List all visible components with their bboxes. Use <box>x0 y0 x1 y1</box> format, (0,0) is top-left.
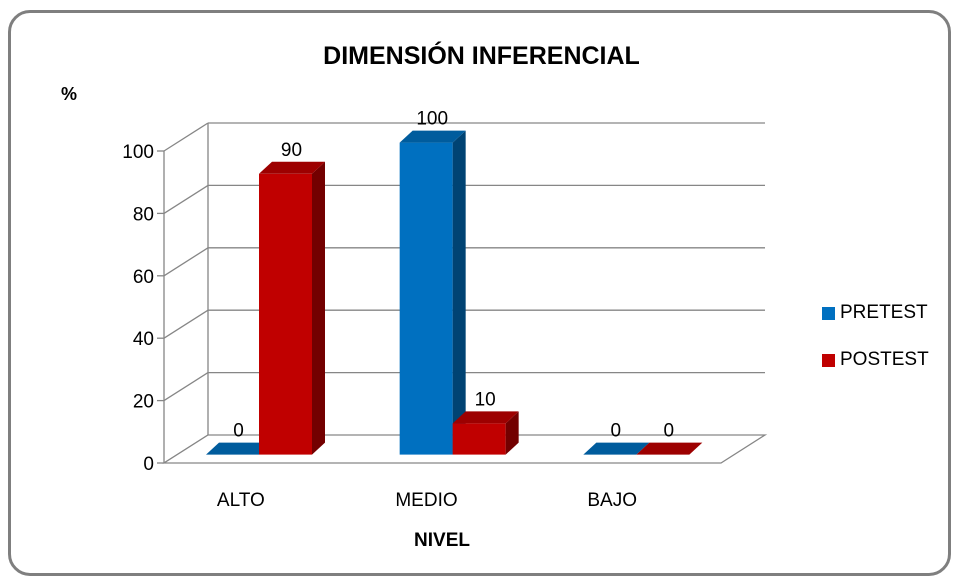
y-tick-label-20: 20 <box>133 392 154 413</box>
y-tick-label-0: 0 <box>143 454 154 475</box>
y-tick-label-100: 100 <box>122 142 154 163</box>
y-axis-label: % <box>61 84 78 104</box>
bar-top-postest-medio <box>452 411 519 424</box>
bar-top-pretest-alto <box>206 442 272 455</box>
side-gridline-40 <box>163 309 209 339</box>
legend-swatch-postest <box>822 353 835 367</box>
legend: PRETEST POSTEST <box>822 298 929 392</box>
data-label-postest-bajo: 0 <box>664 421 675 442</box>
legend-item-postest: POSTEST <box>822 345 929 375</box>
bar-side-pretest-medio <box>452 130 466 455</box>
bar-top-pretest-medio <box>399 130 466 143</box>
legend-label-postest: POSTEST <box>840 349 929 370</box>
bar-side-postest-medio <box>505 411 519 455</box>
bar-front-postest-medio <box>452 423 506 455</box>
data-label-postest-alto: 90 <box>281 140 302 161</box>
bar-front-postest-alto <box>259 173 312 455</box>
legend-swatch-pretest <box>822 306 835 320</box>
data-label-pretest-bajo: 0 <box>611 421 622 442</box>
data-label-pretest-medio: 100 <box>416 109 448 130</box>
legend-label-pretest: PRETEST <box>840 302 928 323</box>
bar-top-pretest-bajo <box>583 442 650 455</box>
side-gridline-20 <box>163 372 209 402</box>
x-axis-label: NIVEL <box>414 530 470 551</box>
side-gridline-80 <box>163 184 209 214</box>
y-tick-label-40: 40 <box>133 329 154 350</box>
y-tick-label-80: 80 <box>133 204 154 225</box>
x-tick-label-medio: MEDIO <box>395 490 457 511</box>
x-tick-label-bajo: BAJO <box>587 490 637 511</box>
chart-frame <box>8 10 951 576</box>
bar-side-postest-alto <box>312 161 325 455</box>
legend-item-pretest: PRETEST <box>822 298 929 328</box>
chart-title: DIMENSIÓN INFERENCIAL <box>323 42 640 70</box>
bar-top-postest-bajo <box>636 442 703 455</box>
bar-front-pretest-medio <box>399 142 453 455</box>
data-label-pretest-alto: 0 <box>233 421 244 442</box>
bar-top-postest-alto <box>259 161 325 174</box>
side-gridline-60 <box>163 247 209 277</box>
data-label-postest-medio: 10 <box>475 389 496 410</box>
side-gridline-100 <box>163 122 209 152</box>
x-tick-label-alto: ALTO <box>217 490 265 511</box>
y-tick-label-60: 60 <box>133 267 154 288</box>
